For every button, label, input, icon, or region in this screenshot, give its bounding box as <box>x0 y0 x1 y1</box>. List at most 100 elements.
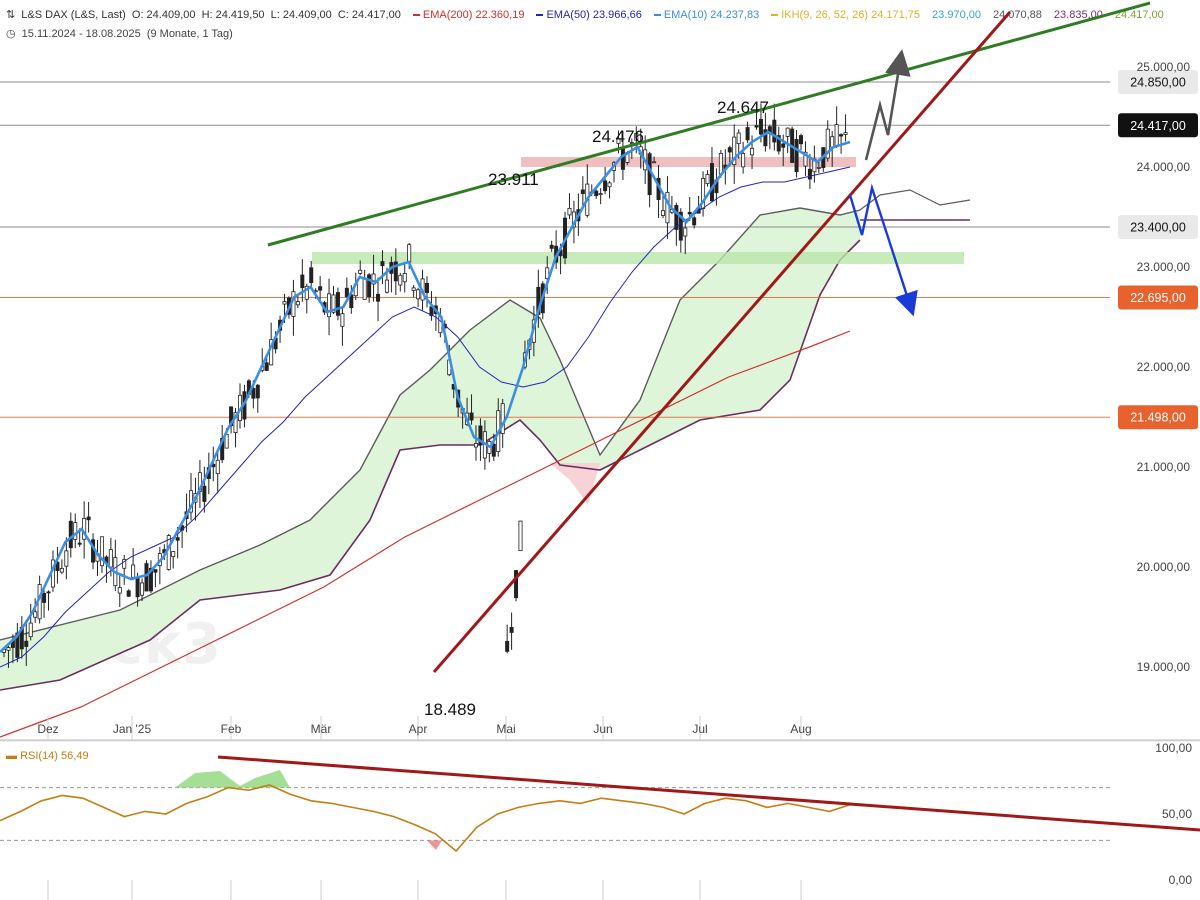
x-tick-label: Aug <box>790 722 811 736</box>
candle-body <box>46 591 51 594</box>
price-level-label: 21.498,00 <box>1130 411 1186 425</box>
candle-body <box>678 211 683 241</box>
indicator-text: EMA(10) 24.237,83 <box>663 9 760 21</box>
candle-body <box>665 191 670 224</box>
indicator-1[interactable]: EMA(50) 23.966,66 <box>536 9 644 21</box>
y-tick-label: 20.000,00 <box>1137 560 1191 574</box>
candle-body <box>620 148 625 170</box>
candle-body <box>331 294 336 313</box>
candle-body <box>549 244 554 249</box>
indicator-2[interactable]: EMA(10) 24.237,83 <box>653 9 762 21</box>
candle-body <box>335 292 340 316</box>
candle-body <box>745 127 750 141</box>
candle-body <box>473 443 478 448</box>
candle-body <box>171 551 176 557</box>
candle-body <box>344 287 349 298</box>
price-level-label: 24.850,00 <box>1130 76 1186 90</box>
candle-body <box>580 189 585 195</box>
ema200-line <box>0 330 851 738</box>
candle-body <box>264 362 269 371</box>
candle-body <box>318 286 323 291</box>
candle-body <box>732 136 737 166</box>
price-annotation: 23.911 <box>488 170 539 189</box>
rsi-line <box>0 784 851 853</box>
candle-body <box>282 301 287 305</box>
ema10-line <box>0 130 851 653</box>
candle-body <box>367 274 372 298</box>
candle-body <box>24 640 29 647</box>
trend-lines[interactable] <box>267 1 1151 673</box>
price-level-label: 23.400,00 <box>1130 221 1186 235</box>
indicator-text: 23.970,00 <box>932 9 981 21</box>
ema50-line <box>0 166 851 668</box>
candle-body <box>68 520 73 549</box>
axes: 19.000,00 20.000,00 21.000,00 22.000,00 23.0… <box>37 60 1191 900</box>
candle-body <box>839 134 844 137</box>
resistance-zone <box>521 157 856 167</box>
candle-body <box>709 163 714 202</box>
candle-body <box>255 384 260 399</box>
instrument-name[interactable]: L&S DAX (L&S, Last) <box>21 9 126 21</box>
candle-body <box>73 522 78 540</box>
price-annotation: 18.489 <box>424 700 476 719</box>
x-tick-label: Mai <box>496 722 515 736</box>
candle-body <box>834 124 839 147</box>
candle-body <box>843 132 848 135</box>
indicator-0[interactable]: EMA(200) 22.360,19 <box>412 9 528 21</box>
price-level-box <box>1118 285 1198 310</box>
price-annotation: 24.647 <box>717 98 769 117</box>
candle-body <box>687 211 692 215</box>
candle-body <box>545 267 550 279</box>
y-tick-label: 23.000,00 <box>1137 260 1191 274</box>
date-range: 15.11.2024 - 18.08.2025 <box>21 28 141 40</box>
candle-body <box>607 182 612 188</box>
chart-type-icon[interactable]: ⇅ <box>6 9 16 21</box>
indicator-text: EMA(200) 22.360,19 <box>422 9 525 21</box>
bearish-scenario-arrow <box>848 183 918 317</box>
candle-body <box>398 274 403 286</box>
candle-body <box>59 568 64 573</box>
indicator-7[interactable]: 24.417,00 <box>1115 9 1167 21</box>
candle-body <box>122 559 127 569</box>
senkou-a-line <box>0 207 861 641</box>
y-tick-label: 21.000,00 <box>1137 460 1191 474</box>
candle-body <box>411 287 416 291</box>
date-range-row: ◷ 15.11.2024 - 18.08.2025 (9 Monate, 1 T… <box>6 27 236 40</box>
candle-body <box>816 167 821 169</box>
indicator-swatch <box>412 14 420 17</box>
candle-body <box>758 118 763 135</box>
candle-body <box>371 273 376 285</box>
candle-body <box>42 592 47 603</box>
candle-body <box>144 563 149 592</box>
bullish-scenario-arrow <box>864 49 911 161</box>
candle-body <box>99 536 104 567</box>
candle-body <box>64 550 69 567</box>
candle-body <box>380 261 385 267</box>
header-legend: ⇅ L&S DAX (L&S, Last) O: 24.409,00 H: 24… <box>6 8 1173 21</box>
candle-body <box>215 459 220 475</box>
candle-body <box>15 632 20 658</box>
candle-body <box>108 549 113 568</box>
zones <box>312 157 964 264</box>
candle-body <box>736 132 741 145</box>
candle-body <box>830 136 835 148</box>
close-value: C: 24.417,00 <box>337 9 401 21</box>
candle-body <box>251 387 256 399</box>
candle-body <box>86 516 91 521</box>
rsi-tick-label: 50,00 <box>1162 807 1192 821</box>
candle-body <box>384 279 389 293</box>
price-level-label: 22.695,00 <box>1130 291 1186 305</box>
indicator-text: IKH(9, 26, 52, 26) 24.171,75 <box>781 9 921 21</box>
candle-body <box>785 127 790 137</box>
indicator-3[interactable]: IKH(9, 26, 52, 26) 24.171,75 <box>771 9 923 21</box>
candle-body <box>309 267 314 283</box>
candle-body <box>603 180 608 192</box>
candle-body <box>126 590 131 597</box>
candle-body <box>153 569 158 573</box>
indicator-4[interactable]: 23.970,00 <box>932 9 984 21</box>
open-value: O: 24.409,00 <box>131 9 196 21</box>
candle-body <box>327 293 332 318</box>
rsi-tick-label: 100,00 <box>1155 741 1192 755</box>
candle-body <box>794 139 799 173</box>
